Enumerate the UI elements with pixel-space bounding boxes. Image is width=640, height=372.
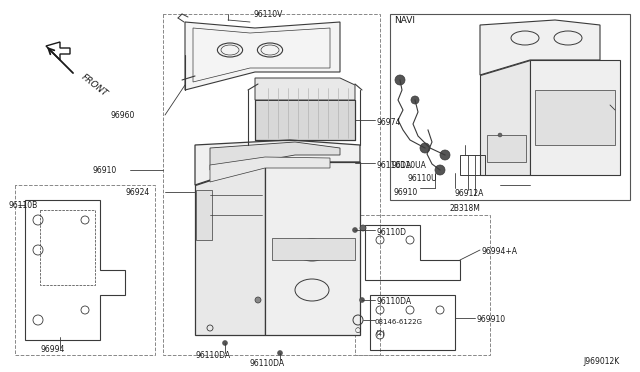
Circle shape [411,96,419,104]
Text: 96110D: 96110D [377,228,407,237]
Text: 96974: 96974 [377,118,401,126]
Text: J969012K: J969012K [584,357,620,366]
Text: 96110DA: 96110DA [250,359,285,368]
Text: 2B318M: 2B318M [450,203,481,212]
Polygon shape [480,20,600,75]
Polygon shape [195,162,265,335]
Text: 96110U: 96110U [408,173,438,183]
Text: 96924: 96924 [125,187,149,196]
Circle shape [435,165,445,175]
Text: $\bigcirc$: $\bigcirc$ [354,325,362,335]
Text: FRONT: FRONT [80,72,110,98]
Polygon shape [272,238,355,260]
Circle shape [440,150,450,160]
Polygon shape [46,42,70,60]
Text: 96110V: 96110V [253,10,282,19]
Polygon shape [255,78,355,100]
Polygon shape [530,60,620,175]
Text: 96910: 96910 [394,187,419,196]
Text: 96910: 96910 [92,166,116,174]
Circle shape [278,350,282,356]
Circle shape [353,228,358,232]
Polygon shape [535,90,615,145]
Circle shape [498,133,502,137]
Text: 96110UA: 96110UA [392,160,427,170]
Polygon shape [255,100,355,140]
Circle shape [255,297,261,303]
Polygon shape [480,60,530,175]
Text: 96994+A: 96994+A [482,247,518,257]
Polygon shape [265,162,360,335]
Text: 96110B: 96110B [8,201,37,209]
Circle shape [420,143,430,153]
Text: 969910: 969910 [477,315,506,324]
Text: 96110DA: 96110DA [377,160,412,170]
Text: 96960: 96960 [110,110,134,119]
Polygon shape [210,157,330,182]
Text: 96110DA: 96110DA [195,350,230,359]
Circle shape [223,340,227,346]
Polygon shape [487,135,526,162]
Circle shape [395,75,405,85]
Text: 96110DA: 96110DA [377,298,412,307]
Polygon shape [185,22,340,90]
Text: NAVI: NAVI [394,16,415,25]
Circle shape [360,298,365,302]
Text: (2): (2) [375,330,385,336]
Circle shape [360,225,366,231]
Polygon shape [210,142,340,170]
Text: 96994: 96994 [40,346,65,355]
Polygon shape [195,140,360,185]
Text: 08146-6122G: 08146-6122G [375,319,423,325]
Text: 96912A: 96912A [455,189,484,198]
Polygon shape [196,190,212,240]
